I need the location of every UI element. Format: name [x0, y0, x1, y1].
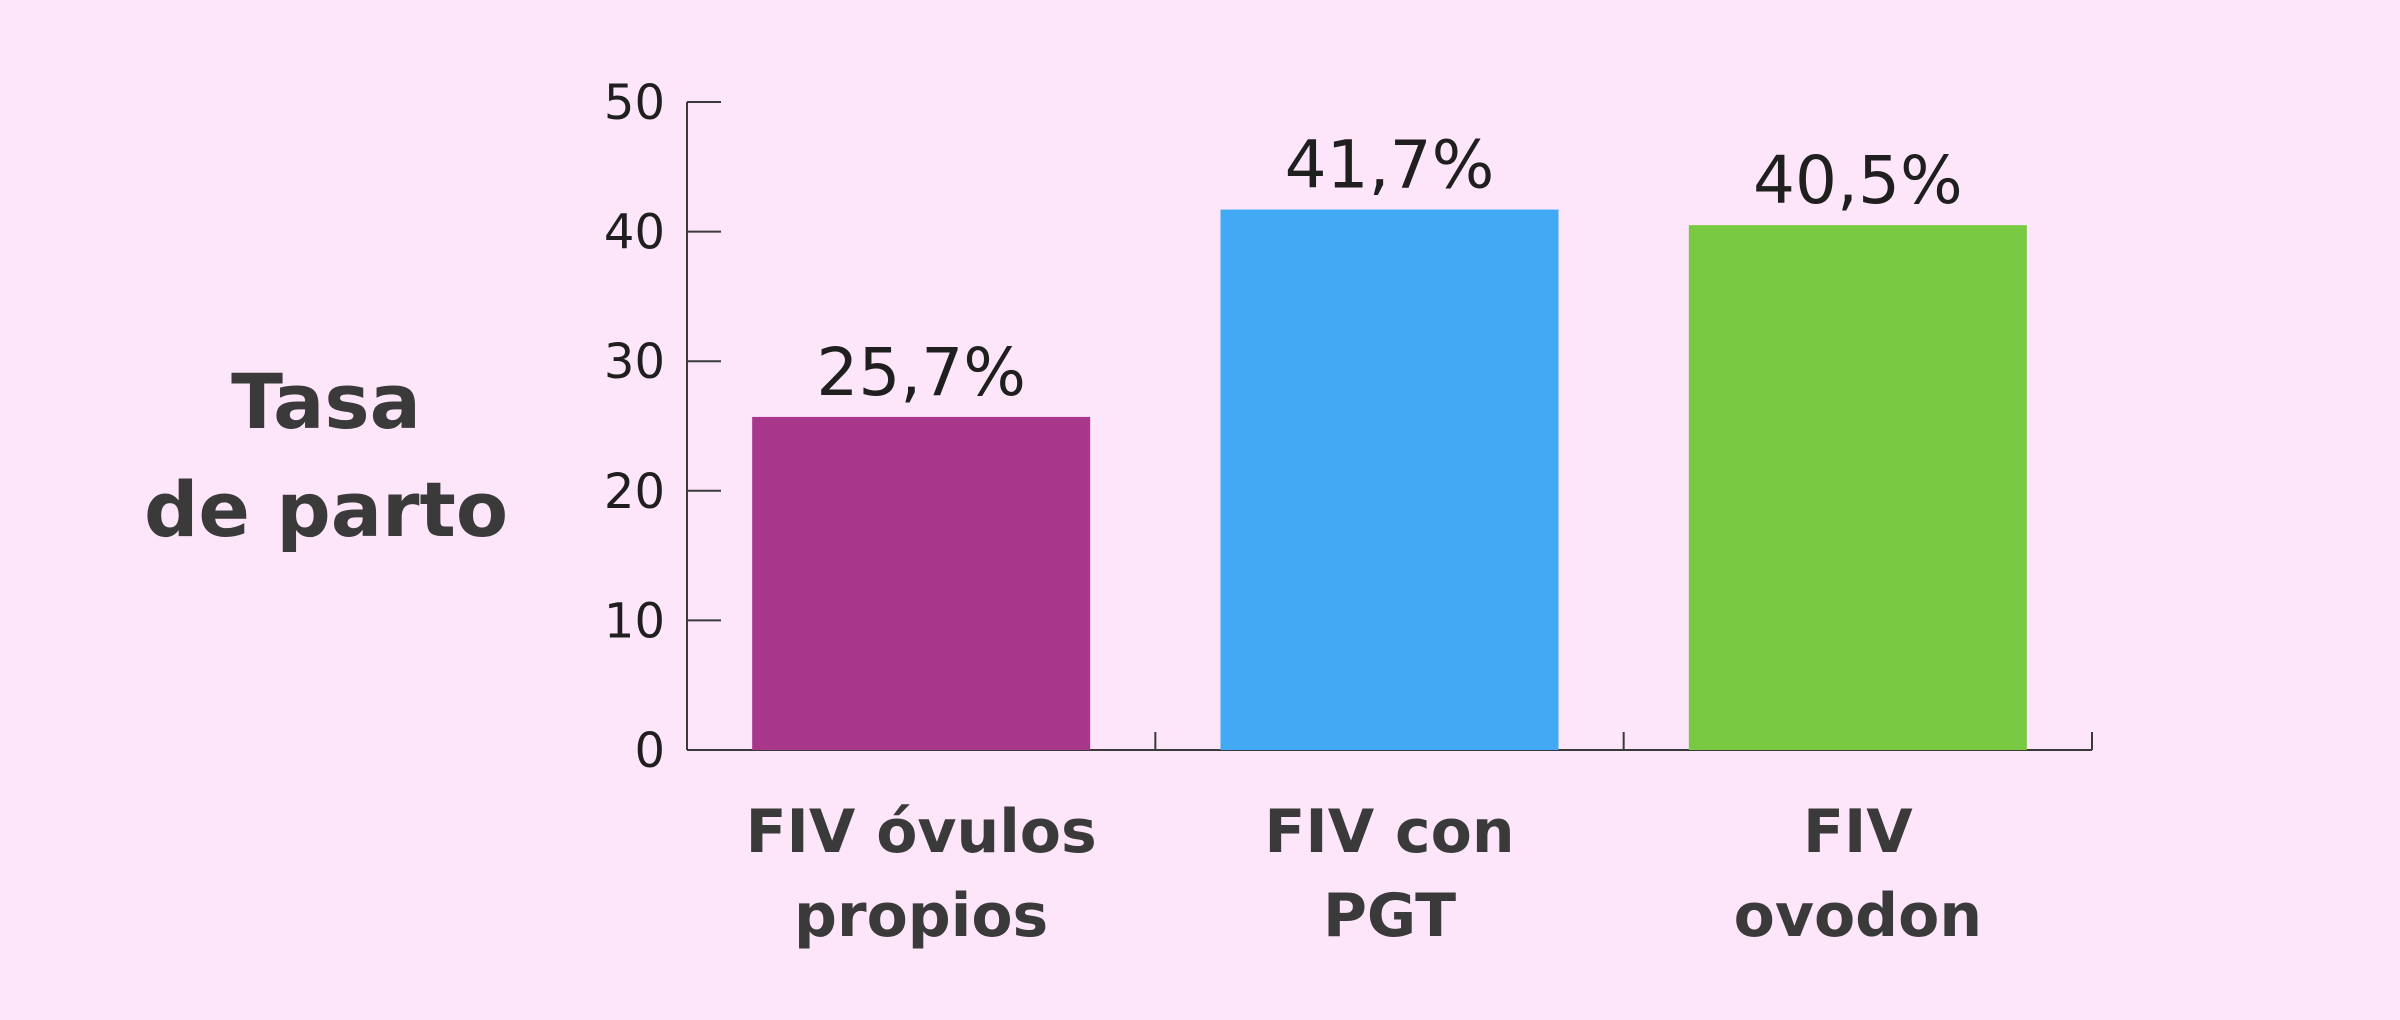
- x-category-label: FIV: [1803, 797, 1913, 867]
- bars: [752, 209, 2027, 750]
- y-axis-label: Tasa de parto: [144, 357, 508, 554]
- bar: [1220, 209, 1559, 750]
- labels: 0 10 20 30 40 50 25,7% FIV óvulos propios 41,7% FI…: [604, 75, 1982, 951]
- x-category-label: propios: [794, 881, 1048, 951]
- bar-value-label: 41,7%: [1285, 127, 1495, 204]
- bar-value-label: 25,7%: [816, 334, 1026, 411]
- bar-value-label: 40,5%: [1753, 142, 1963, 219]
- y-tick-label: 10: [604, 593, 665, 649]
- y-tick-label: 0: [634, 723, 665, 779]
- bar: [1688, 225, 2027, 750]
- bar: [752, 416, 1091, 750]
- x-category-label: FIV óvulos: [746, 797, 1097, 867]
- x-category-label: PGT: [1323, 881, 1456, 951]
- y-tick-label: 30: [604, 334, 665, 390]
- y-axis-label-line: de parto: [144, 465, 508, 554]
- y-tick-label: 20: [604, 464, 665, 520]
- x-category-label: ovodon: [1734, 881, 1982, 951]
- y-axis-label-line: Tasa: [231, 357, 421, 446]
- y-tick-label: 40: [604, 205, 665, 261]
- y-tick-label: 50: [604, 75, 665, 131]
- x-category-label: FIV con: [1264, 797, 1514, 867]
